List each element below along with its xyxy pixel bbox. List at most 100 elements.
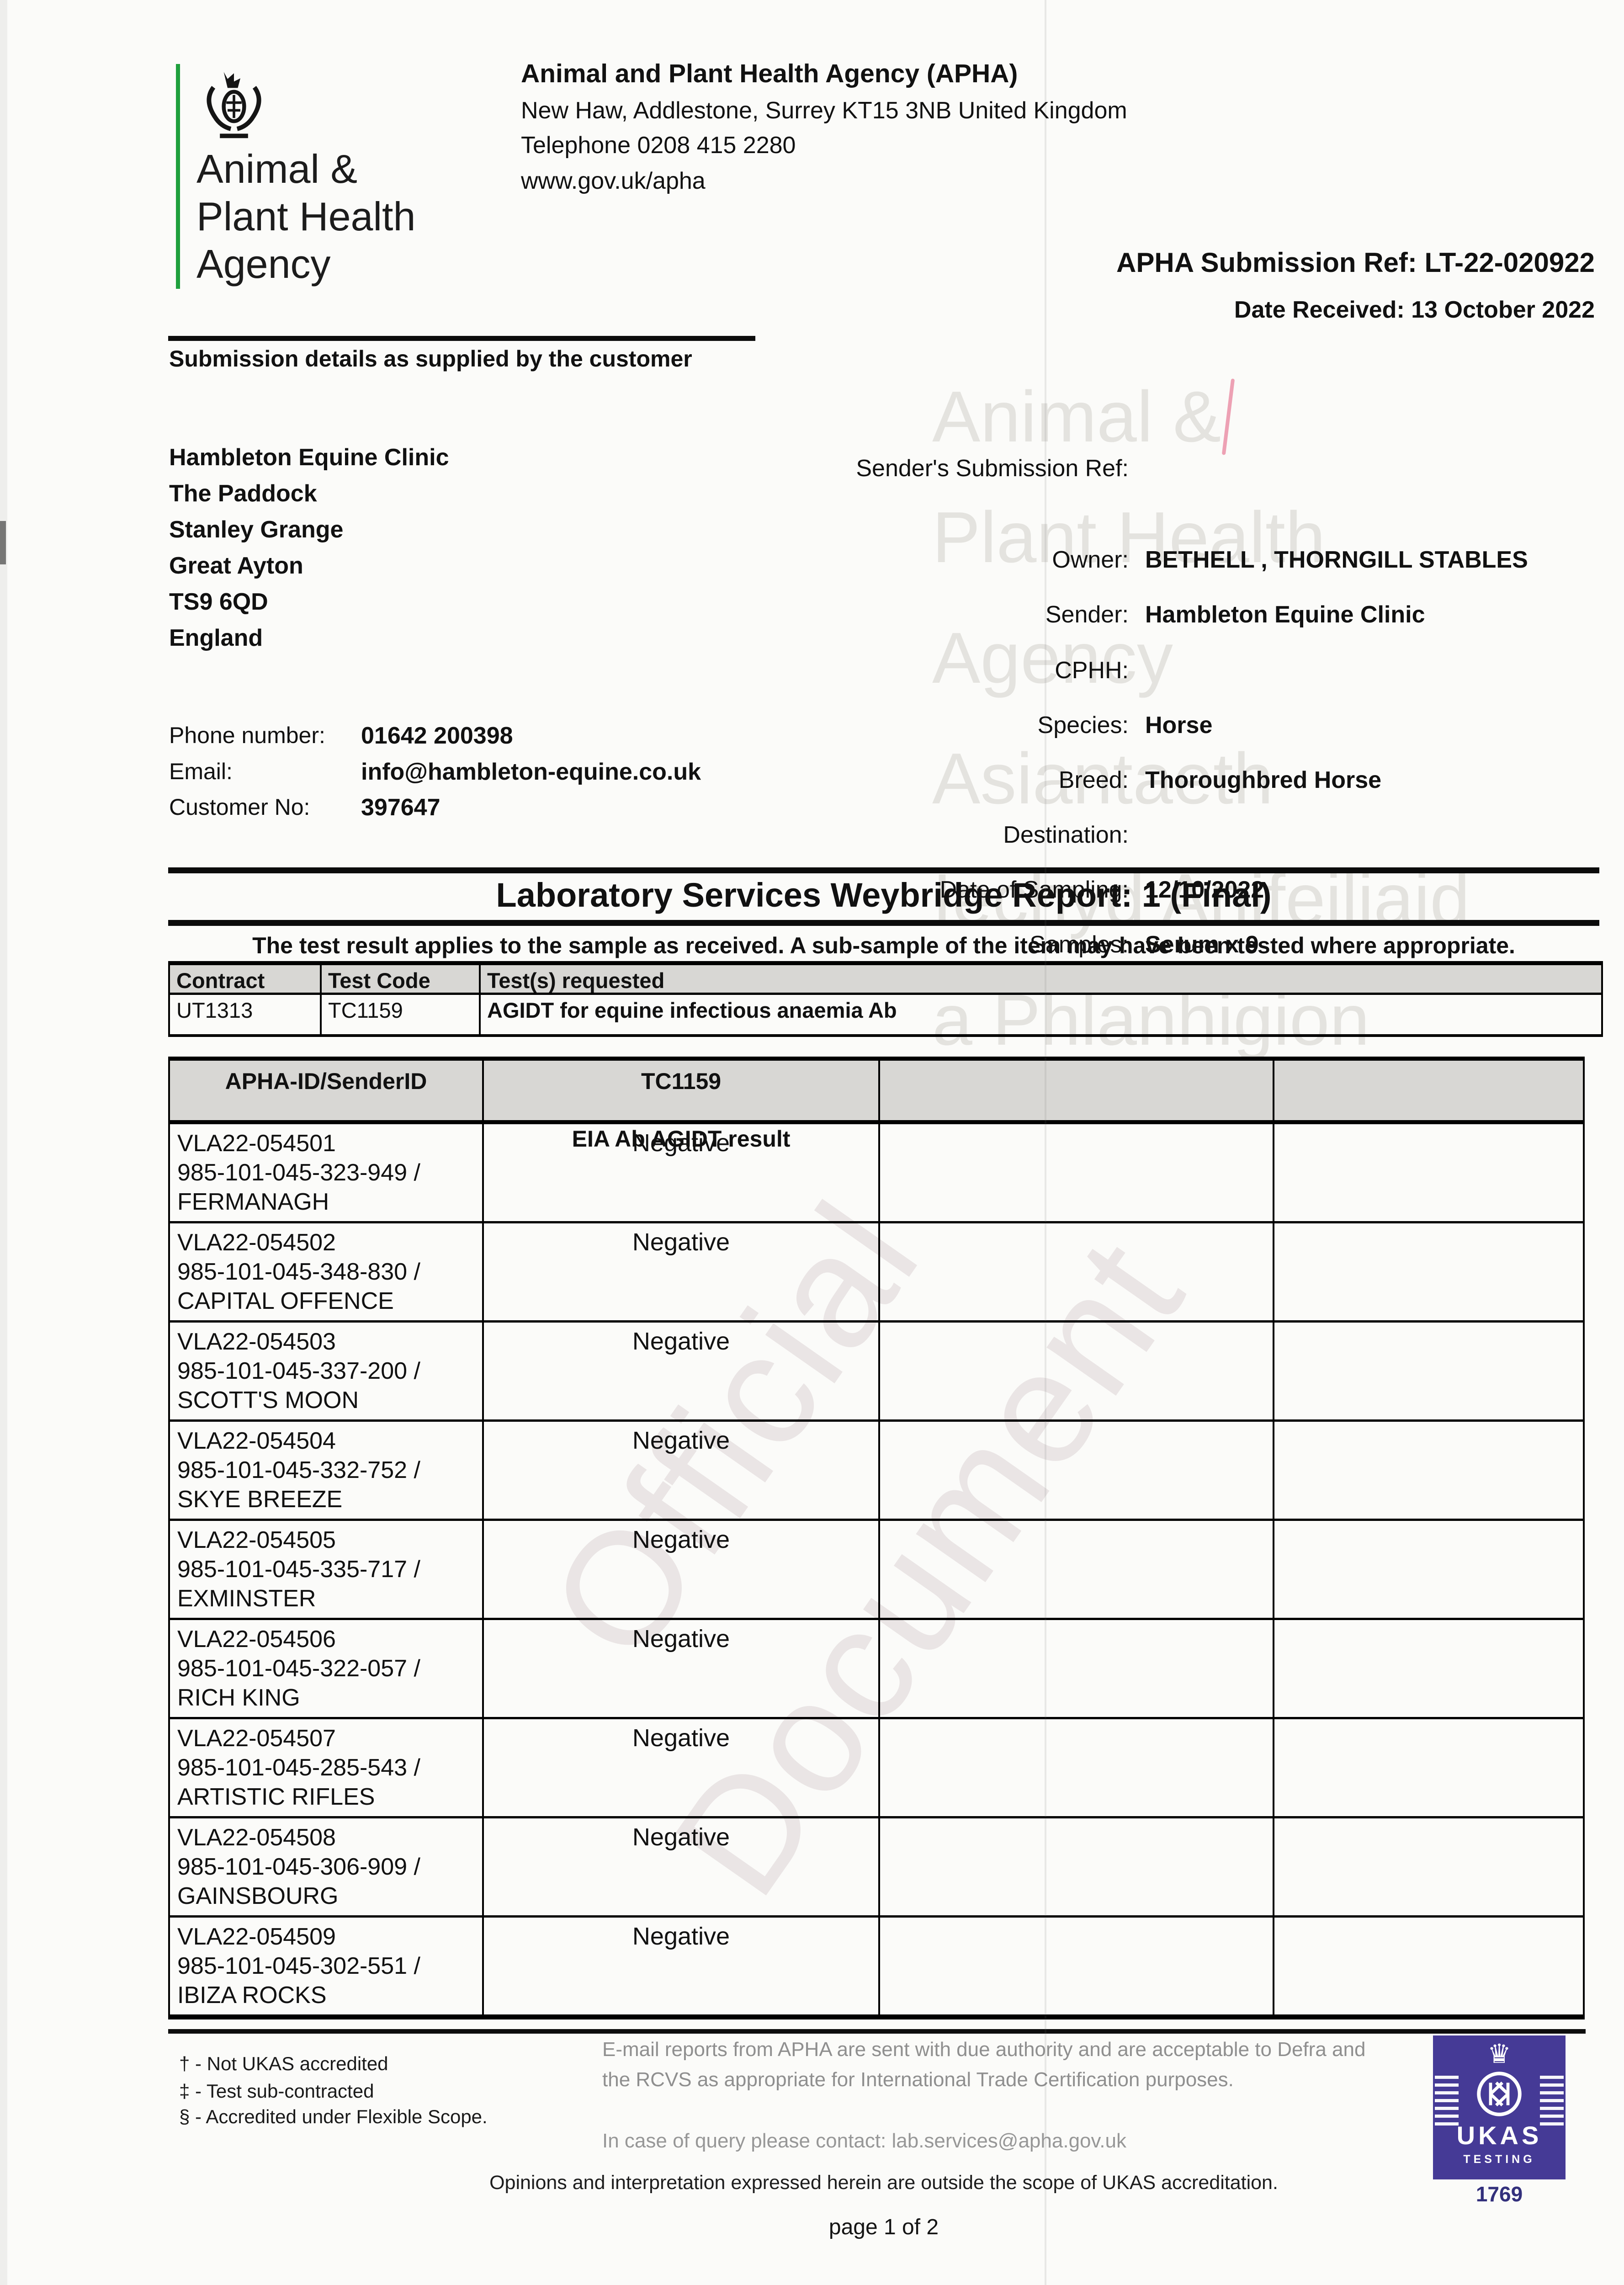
agency-telephone: Telephone 0208 415 2280 [521,132,796,159]
sample-name: SCOTT'S MOON [177,1387,359,1414]
sender-detail-row: CPHH: [411,657,1581,684]
email-report-note: E-mail reports from APHA are sent with d… [602,2038,1366,2091]
address-line: Hambleton Equine Clinic [169,444,449,471]
contact-row: Phone number: 01642 200398 [169,722,1129,749]
report-title: Laboratory Services Weybridge Report: 1 … [496,876,1272,914]
field-value: Horse [1145,712,1213,739]
address-line: Great Ayton [169,553,303,579]
result-value: Negative [484,1521,880,1618]
sample-apha-id: VLA22-054505 [177,1527,336,1553]
address-line: England [169,625,263,651]
column-header-empty [880,1061,1274,1152]
field-label: Breed: [1058,767,1129,793]
field-value: 12/10/2022 [1145,877,1264,903]
sender-detail-row: Sender: Hambleton Equine Clinic [411,601,1581,628]
result-value: Negative [484,1124,880,1221]
field-label: Destination: [1003,822,1129,848]
table-header-row: APHA-ID/SenderID TC1159 EIA Ab AGIDT res… [170,1061,1583,1152]
column-header: Contract [170,965,322,993]
sample-apha-id: VLA22-054503 [177,1328,336,1355]
contract-value: UT1313 [170,995,322,1034]
address-line: The Paddock [169,480,317,507]
table-row: VLA22-054508 985-101-045-306-909 / GAINS… [170,1818,1583,1918]
customer-address-block: Hambleton Equine Clinic The Paddock Stan… [169,440,449,656]
sample-chip-id: 985-101-045-348-830 / [177,1259,420,1285]
ukas-crown-icon: ♛ [1487,2039,1511,2069]
ukas-testing-logo: ♛ UKAS TESTING [1433,2035,1566,2179]
table-row: VLA22-054507 985-101-045-285-543 / ARTIS… [170,1719,1583,1818]
result-value: Negative [484,1223,880,1320]
agency-title: Animal and Plant Health Agency (APHA) [521,59,1018,88]
result-value: Negative [484,1719,880,1816]
sample-name: SKYE BREEZE [177,1486,343,1513]
field-value: Serum x 9 [1145,931,1259,958]
page-number: page 1 of 2 [828,2215,939,2239]
result-value: Negative [484,1323,880,1419]
result-value: Negative [484,1818,880,1915]
field-value: info@hambleton-equine.co.uk [361,759,701,785]
footnote: ‡ - Test sub-contracted [179,2080,374,2102]
table-row: VLA22-054502 985-101-045-348-830 / CAPIT… [170,1223,1583,1323]
sample-apha-id: VLA22-054507 [177,1725,336,1752]
table-row: VLA22-054504 985-101-045-332-752 / SKYE … [170,1422,1583,1521]
contact-row: Customer No: 397647 [169,794,1129,821]
query-contact-note: In case of query please contact: lab.ser… [602,2130,1126,2152]
sample-chip-id: 985-101-045-302-551 / [177,1953,420,1979]
sample-chip-id: 985-101-045-337-200 / [177,1358,420,1384]
title-rule-top [168,867,1599,873]
sample-apha-id: VLA22-054506 [177,1626,336,1653]
sender-detail-row: Samples: Serum x 9 [411,931,1581,958]
submission-ref: APHA Submission Ref: LT-22-020922 [1116,247,1595,278]
field-label: Phone number: [169,723,325,748]
test-code-value: TC1159 [322,995,481,1034]
sample-chip-id: 985-101-045-335-717 / [177,1556,420,1583]
results-table: APHA-ID/SenderID TC1159 EIA Ab AGIDT res… [168,1057,1585,2019]
field-value: Hambleton Equine Clinic [1145,601,1425,628]
contract-table: Contract Test Code Test(s) requested UT1… [168,961,1603,1037]
sample-name: RICH KING [177,1685,300,1711]
scan-edge-mark [0,521,6,564]
field-label: Customer No: [169,794,310,820]
agency-website: www.gov.uk/apha [521,168,706,194]
field-label: Owner: [1052,547,1129,573]
sample-name: FERMANAGH [177,1189,329,1215]
sender-detail-row: Owner: BETHELL , THORNGILL STABLES [411,546,1581,574]
logo-line: Plant Health [196,194,416,239]
sample-chip-id: 985-101-045-306-909 / [177,1854,420,1880]
ukas-type-label: TESTING [1463,2153,1535,2166]
address-line: TS9 6QD [169,589,268,615]
section-divider [168,336,755,341]
column-header: Test(s) requested [487,968,665,993]
sample-apha-id: VLA22-054501 [177,1130,336,1157]
sender-detail-row: Destination: [411,821,1581,849]
field-label: Species: [1037,712,1129,739]
table-header-row: Contract Test Code Test(s) requested [170,965,1601,995]
sender-detail-row: Date of Sampling: 12/10/2022 [411,876,1581,903]
sample-apha-id: VLA22-054504 [177,1428,336,1454]
column-header: APHA-ID/SenderID [170,1061,484,1152]
ukas-accreditation-number: 1769 [1475,2182,1523,2206]
sender-detail-row: Breed: Thoroughbred Horse [411,766,1581,794]
table-row: UT1313 TC1159 AGIDT for equine infectiou… [170,995,1601,1034]
sample-name: EXMINSTER [177,1585,316,1612]
footnote: † - Not UKAS accredited [179,2053,388,2074]
sample-name: GAINSBOURG [177,1883,339,1909]
field-label: Samples: [1030,931,1129,958]
field-label: Sender: [1045,601,1129,628]
report-note: The test result applies to the sample as… [252,933,1515,958]
field-value: BETHELL , THORNGILL STABLES [1145,547,1528,573]
tests-requested-value: AGIDT for equine infectious anaemia Ab [487,998,897,1022]
sample-apha-id: VLA22-054508 [177,1824,336,1851]
field-value: 397647 [361,794,440,821]
scan-fold-line [1045,0,1046,2285]
table-row: VLA22-054506 985-101-045-322-057 / RICH … [170,1620,1583,1719]
ukas-stripes-right [1540,2076,1564,2130]
sample-chip-id: 985-101-045-323-949 / [177,1159,420,1186]
scan-edge-shadow [0,0,7,2285]
sender-detail-row: Species: Horse [411,712,1581,739]
ukas-stripes-left [1435,2076,1459,2130]
sample-name: ARTISTIC RIFLES [177,1784,375,1810]
sample-chip-id: 985-101-045-285-543 / [177,1754,420,1781]
result-value: Negative [484,1620,880,1717]
